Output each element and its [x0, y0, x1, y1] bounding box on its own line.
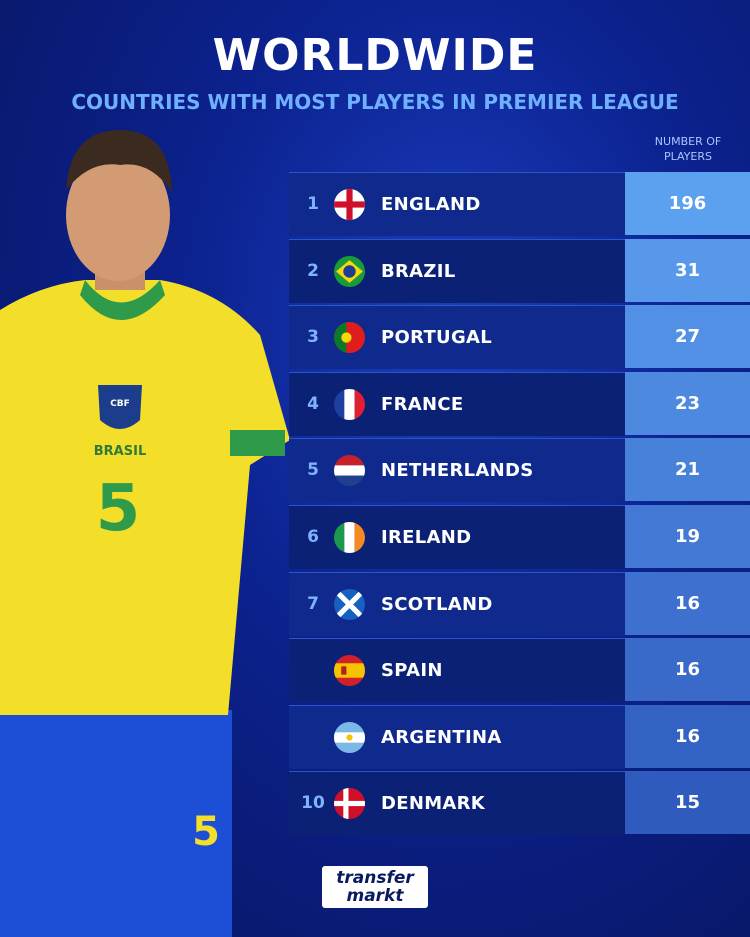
- rank: 3: [307, 327, 319, 348]
- rank: 5: [307, 460, 319, 481]
- table-row: SPAIN: [289, 638, 625, 703]
- country-name: IRELAND: [381, 527, 472, 548]
- title: WORLDWIDE: [212, 30, 538, 81]
- player-count: 23: [625, 371, 750, 435]
- rank: 10: [301, 793, 325, 814]
- country-name: DENMARK: [381, 793, 486, 815]
- logo-line: transfer: [336, 868, 414, 888]
- rank: 2: [307, 260, 319, 281]
- country-name: SCOTLAND: [381, 593, 493, 615]
- table-row: 5 NETHERLANDS: [289, 438, 625, 503]
- player-count: 21: [625, 438, 750, 502]
- country-name: FRANCE: [381, 393, 464, 415]
- shirt-number: 5: [96, 472, 141, 546]
- crest-text: CBF: [110, 399, 130, 409]
- country-name: SPAIN: [381, 660, 443, 682]
- logo-line: markt: [346, 886, 404, 906]
- flag-icon: [334, 322, 365, 354]
- flag-icon: [334, 388, 365, 420]
- table-row: 4 FRANCE: [289, 371, 625, 436]
- country-name: PORTUGAL: [381, 327, 493, 349]
- country-name: NETHERLANDS: [381, 460, 534, 482]
- table-row: ARGENTINA: [289, 704, 625, 769]
- flag-icon: [334, 588, 365, 620]
- player-count: 27: [625, 305, 750, 369]
- table-row: 6 IRELAND: [289, 505, 625, 569]
- rank: 7: [307, 593, 319, 614]
- player-count: 19: [625, 505, 750, 568]
- rank: 4: [307, 393, 319, 414]
- logo: transfer markt: [322, 866, 428, 908]
- rank: 1: [307, 194, 319, 214]
- table-row: 2 BRAZIL: [289, 238, 625, 303]
- column-label: NUMBER OF PLAYERS: [654, 135, 722, 163]
- rank: 6: [307, 527, 319, 547]
- player-count: 16: [625, 704, 750, 768]
- flag-icon: [334, 788, 365, 820]
- country-name: BRAZIL: [381, 260, 456, 282]
- player-count: 196: [625, 172, 750, 235]
- flag-icon: [334, 655, 365, 687]
- flag-icon: [334, 255, 365, 287]
- table-row: 10 DENMARK: [289, 771, 625, 836]
- player-count: 15: [625, 771, 750, 835]
- shorts-number: 5: [192, 809, 220, 855]
- country-name: ARGENTINA: [381, 726, 502, 748]
- country-name: ENGLAND: [381, 194, 481, 215]
- flag-icon: [334, 522, 365, 553]
- player-photo: CBF BRASIL 5 5: [0, 130, 290, 937]
- shirt-text: BRASIL: [94, 444, 146, 459]
- flag-icon: [334, 189, 365, 220]
- player-count: 31: [625, 238, 750, 302]
- player-count: 16: [625, 571, 750, 635]
- table-row: 1 ENGLAND: [289, 172, 625, 236]
- subtitle: COUNTRIES WITH MOST PLAYERS IN PREMIER L…: [71, 90, 679, 114]
- table-row: 3 PORTUGAL: [289, 305, 625, 370]
- player-count: 16: [625, 638, 750, 702]
- flag-icon: [334, 455, 365, 487]
- table-row: 7 SCOTLAND: [289, 571, 625, 636]
- flag-icon: [334, 721, 365, 753]
